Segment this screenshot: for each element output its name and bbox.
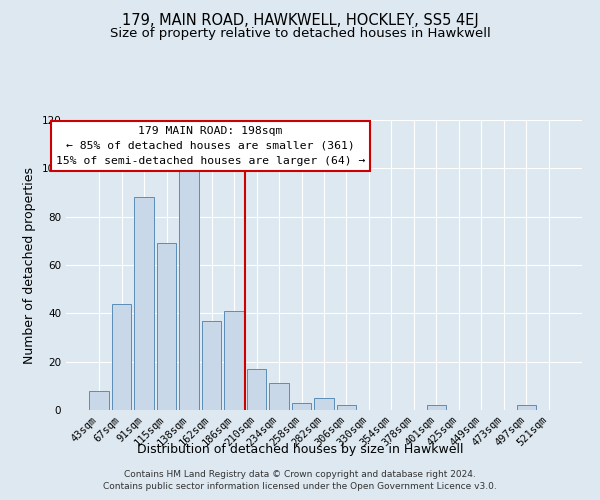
- Bar: [157, 244, 176, 410]
- Bar: [427, 405, 446, 410]
- Bar: [314, 398, 334, 410]
- Text: Contains public sector information licensed under the Open Government Licence v3: Contains public sector information licen…: [103, 482, 497, 491]
- Bar: [337, 405, 356, 410]
- Bar: [224, 311, 244, 410]
- Bar: [517, 405, 536, 410]
- Bar: [112, 304, 131, 410]
- Text: Size of property relative to detached houses in Hawkwell: Size of property relative to detached ho…: [110, 28, 490, 40]
- Bar: [292, 403, 311, 410]
- Text: Distribution of detached houses by size in Hawkwell: Distribution of detached houses by size …: [137, 442, 463, 456]
- Bar: [202, 320, 221, 410]
- Text: 179 MAIN ROAD: 198sqm
← 85% of detached houses are smaller (361)
15% of semi-det: 179 MAIN ROAD: 198sqm ← 85% of detached …: [56, 126, 365, 166]
- Bar: [179, 166, 199, 410]
- Text: Contains HM Land Registry data © Crown copyright and database right 2024.: Contains HM Land Registry data © Crown c…: [124, 470, 476, 479]
- Bar: [134, 198, 154, 410]
- Text: 179, MAIN ROAD, HAWKWELL, HOCKLEY, SS5 4EJ: 179, MAIN ROAD, HAWKWELL, HOCKLEY, SS5 4…: [122, 12, 478, 28]
- Bar: [89, 390, 109, 410]
- Bar: [247, 369, 266, 410]
- Bar: [269, 384, 289, 410]
- Y-axis label: Number of detached properties: Number of detached properties: [23, 166, 36, 364]
